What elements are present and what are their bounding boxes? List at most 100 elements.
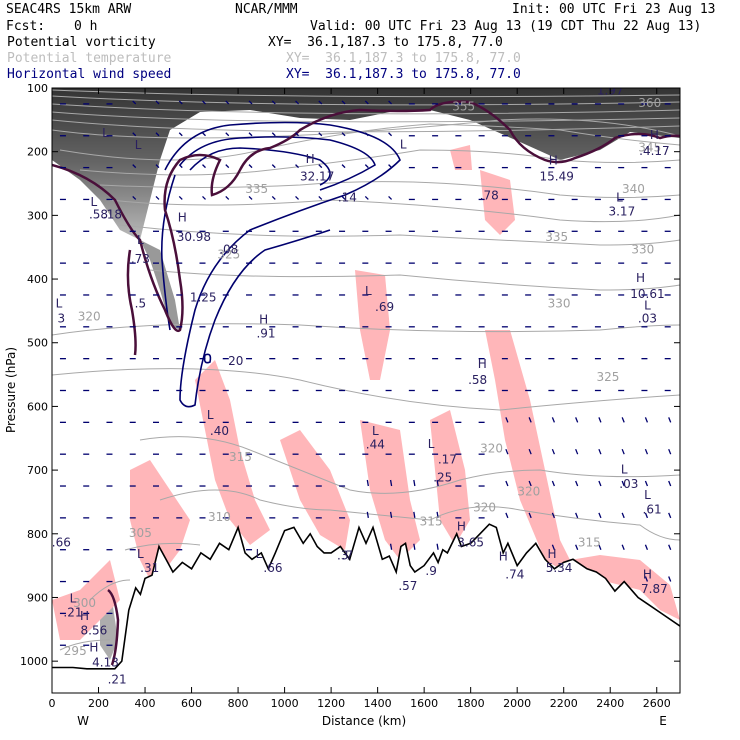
theta-label: 340 (622, 182, 645, 196)
extrema-label: 3.65 (457, 536, 484, 550)
wind-vector (668, 576, 672, 582)
y-tick-label: 300 (27, 209, 48, 222)
wind-vector (202, 132, 206, 137)
wind-vector (364, 132, 369, 137)
wind-vector (436, 479, 439, 487)
wind-vector (598, 544, 602, 550)
x-tick-label: 1600 (410, 697, 438, 710)
wind-vector (388, 100, 393, 105)
wind-vector (575, 544, 579, 550)
wind-vector (225, 164, 230, 169)
extrema-label: L (207, 408, 214, 422)
theta-label: 325 (596, 370, 619, 384)
wind-vector (295, 164, 300, 169)
extrema-label: H (178, 211, 187, 225)
extrema-label: L (428, 437, 435, 451)
x-tick-label: 600 (181, 697, 202, 710)
extrema-label: .21 (108, 672, 127, 686)
wind-vector (225, 100, 230, 105)
legend-theta-name: Potential temperature (7, 51, 172, 66)
fcst-label: Fcst: (6, 19, 46, 34)
extrema-label: .57 (398, 579, 417, 593)
x-tick-label: 0 (49, 697, 56, 710)
theta-label: 355 (452, 99, 475, 113)
y-tick-label: 600 (27, 400, 48, 413)
wind-vector (621, 512, 625, 519)
wind-vector (341, 132, 346, 137)
theta-label: 315 (420, 515, 443, 529)
valid-time: Valid: 00 UTC Fri 23 Aug 13 (19 CDT Thu … (310, 19, 702, 34)
extrema-label: H (89, 641, 98, 655)
legend-theta-xy: XY= 36.1,187.3 to 175.8, 77.0 (286, 51, 521, 66)
wind-vector (155, 195, 160, 200)
theta-label: 315 (578, 536, 601, 550)
extrema-label: 3 (57, 311, 65, 325)
wind-vector (178, 100, 183, 105)
wind-vector (644, 544, 649, 550)
fcst-value: 0 h (74, 19, 98, 34)
wind-vector (132, 164, 137, 169)
wind-vector (413, 479, 416, 487)
wind-contours (160, 121, 401, 408)
extrema-label: 3.17 (608, 204, 635, 218)
wind-vector (155, 164, 160, 169)
extrema-label: .18 (103, 208, 122, 222)
x-tick-label: 2200 (550, 697, 578, 710)
wind-vector (668, 448, 672, 455)
extrema-label: .9 (425, 564, 436, 578)
extrema-label: L (137, 233, 144, 247)
extrema-label: H (306, 152, 315, 166)
extrema-label: .61 (643, 502, 662, 516)
extrema-label: .91 (256, 327, 275, 341)
extrema-label: .5 (135, 297, 146, 311)
theta-label: 310 (208, 510, 231, 524)
wind-vector (668, 480, 672, 487)
extrema-label: H (80, 609, 89, 623)
wind-vector (295, 132, 300, 137)
extrema-label: .25 (433, 471, 452, 485)
theta-label: 335 (245, 182, 268, 196)
extrema-label: 20 (228, 354, 243, 368)
extrema-label: L (256, 547, 263, 561)
extrema-label: L (400, 138, 407, 152)
pink-shading (52, 145, 680, 640)
wind-vector (575, 480, 579, 487)
x-tick-label: 1200 (317, 697, 345, 710)
wind-vector (413, 543, 416, 550)
model-title: SEAC4RS 15km ARW (6, 2, 132, 17)
east-label: E (659, 714, 667, 728)
wind-vector (248, 100, 253, 105)
wind-vector (551, 448, 556, 455)
wind-vector (318, 100, 323, 105)
y-tick-label: 200 (27, 146, 48, 159)
theta-label: 360 (638, 96, 661, 110)
wind-vector (225, 195, 230, 200)
legend-pv-name: Potential vorticity (7, 35, 156, 50)
wind-vector (413, 511, 416, 518)
wind-vector (202, 195, 206, 200)
wind-vector (668, 512, 672, 519)
theta-label: 345 (638, 141, 661, 155)
y-axis: 100 200 300 400 500 600 700 800 900 1000 (20, 82, 680, 668)
wind-vector (668, 544, 672, 550)
extrema-label: 10.61 (630, 287, 664, 301)
extrema-label: L (616, 190, 623, 204)
wind-vector (389, 479, 393, 487)
y-tick-label: 700 (27, 464, 48, 477)
wind-vector (551, 512, 556, 519)
extrema-label: .74 (505, 567, 524, 581)
extrema-label: H (636, 271, 645, 285)
wind-vector (271, 100, 276, 105)
extrema-label: L (135, 138, 142, 152)
wind-vector (598, 480, 602, 487)
theta-label: 320 (517, 485, 540, 499)
wind-vector (248, 132, 253, 137)
extrema-label: .4.17 (639, 144, 670, 158)
extrema-label: 30.98 (177, 230, 211, 244)
theta-label: 305 (129, 526, 152, 540)
theta-label: 315 (229, 450, 252, 464)
wind-vector (295, 100, 300, 105)
theta-contours (52, 89, 680, 651)
pv-shading-top (52, 88, 680, 240)
